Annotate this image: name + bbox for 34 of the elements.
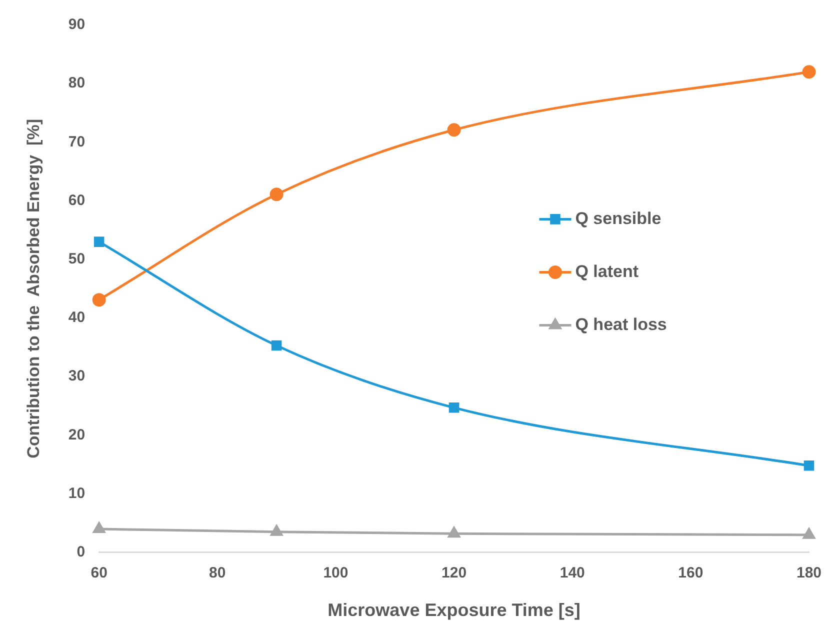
legend-label: Q sensible (575, 208, 662, 228)
point (802, 65, 816, 79)
legend-label: Q latent (575, 262, 639, 281)
y-tick-label: 90 (68, 16, 86, 34)
y-tick-label: 60 (68, 192, 86, 209)
y-axis-title: Contribution to the Absorbed Energy [%] (24, 119, 43, 458)
y-tick-label: 10 (68, 484, 86, 502)
y-tick-label: 20 (68, 426, 86, 444)
x-tick-label: 180 (796, 564, 822, 582)
y-tick-label: 30 (68, 368, 86, 385)
point (804, 460, 814, 471)
x-axis-title: Microwave Exposure Time [s] (328, 600, 580, 620)
y-tick-label: 50 (68, 250, 86, 268)
x-tick-label: 120 (442, 564, 467, 582)
x-tick-label: 140 (560, 564, 585, 582)
legend-label: Q heat loss (575, 314, 667, 334)
y-tick-label: 70 (68, 133, 86, 150)
point (802, 528, 816, 539)
point (270, 188, 284, 202)
point (270, 525, 283, 536)
y-tick-label: 80 (68, 74, 86, 92)
point (271, 340, 282, 351)
x-tick-label: 80 (209, 564, 226, 582)
point (93, 522, 106, 533)
y-tick-label: 0 (76, 544, 86, 561)
x-tick-label: 60 (90, 564, 108, 582)
point (92, 293, 106, 307)
point (448, 402, 460, 413)
x-tick-label: 100 (323, 564, 348, 582)
point (447, 123, 461, 137)
y-tick-label: 40 (68, 309, 86, 326)
x-tick-label: 160 (678, 564, 704, 582)
point (94, 236, 104, 247)
point (448, 526, 460, 538)
